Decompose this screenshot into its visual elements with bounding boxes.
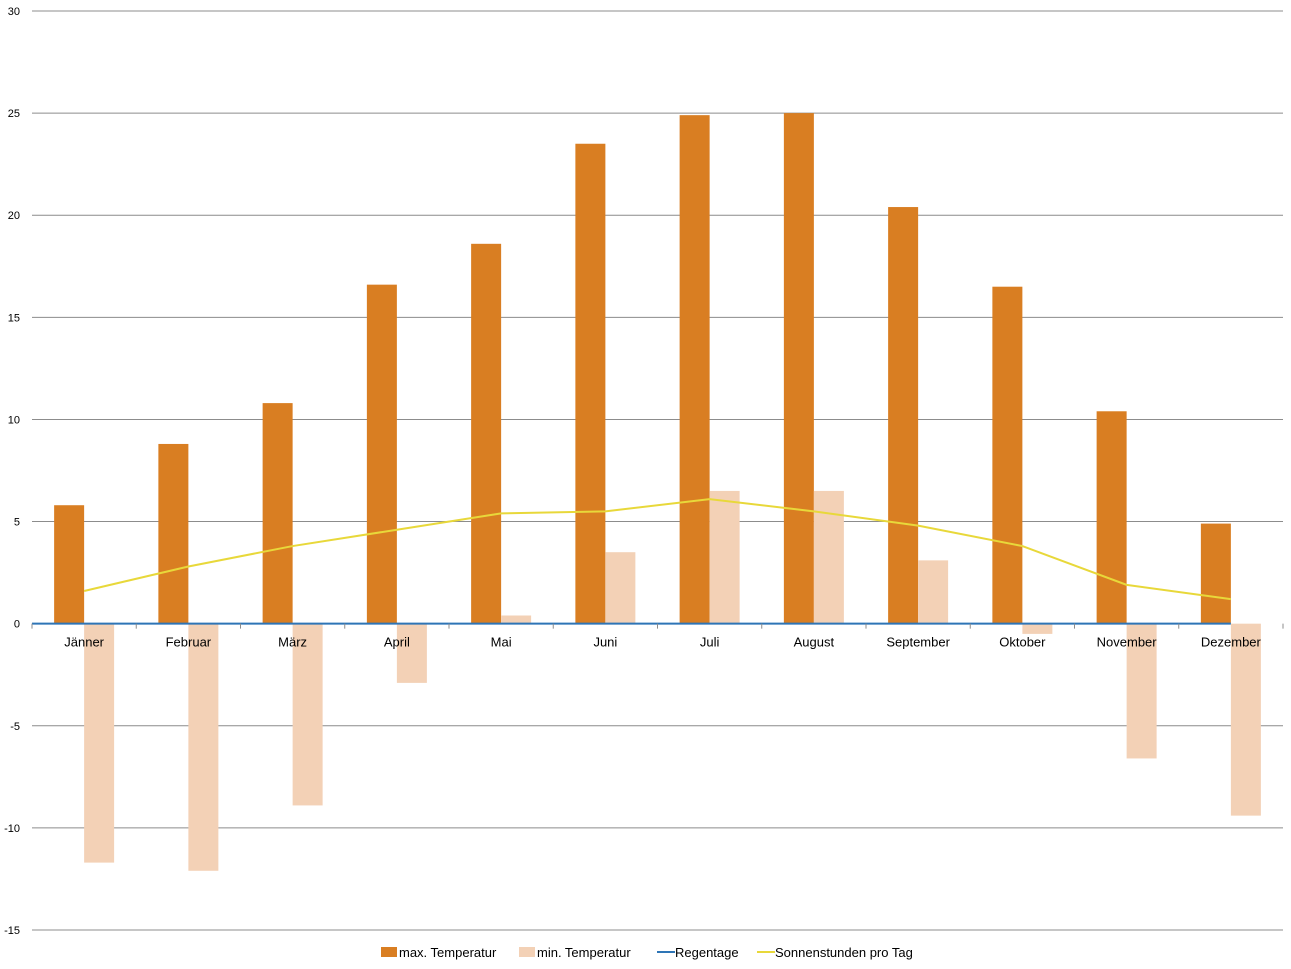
x-tick-label: März bbox=[278, 635, 307, 650]
bar-max-temperature bbox=[158, 443, 189, 624]
legend-label: min. Temperatur bbox=[537, 945, 631, 960]
x-tick-label: Dezember bbox=[1201, 635, 1262, 650]
y-tick-label: 30 bbox=[8, 6, 20, 18]
bar-min-temperature bbox=[396, 623, 427, 683]
bar-min-temperature bbox=[84, 623, 115, 863]
bar-max-temperature bbox=[366, 284, 397, 624]
y-tick-label: -15 bbox=[4, 925, 20, 937]
legend-item: Sonnenstunden pro Tag bbox=[757, 945, 913, 960]
legend-label: max. Temperatur bbox=[399, 945, 497, 960]
line-sonnenstunden bbox=[83, 498, 1232, 601]
x-tick-label: November bbox=[1097, 635, 1158, 650]
bar-max-temperature bbox=[679, 115, 710, 624]
bar-max-temperature bbox=[471, 243, 502, 624]
legend-item: min. Temperatur bbox=[519, 945, 631, 960]
y-tick-label: 0 bbox=[14, 619, 20, 631]
x-tick-label: Mai bbox=[491, 635, 512, 650]
bar-min-temperature bbox=[292, 623, 323, 806]
y-tick-label: 5 bbox=[14, 517, 20, 529]
x-tick-label: Juni bbox=[593, 635, 617, 650]
y-tick-label: 25 bbox=[8, 108, 20, 120]
bar-min-temperature bbox=[1230, 623, 1261, 816]
x-tick-label: April bbox=[384, 635, 410, 650]
legend-label: Regentage bbox=[675, 945, 739, 960]
bar-min-temperature bbox=[501, 615, 532, 624]
bar-max-temperature bbox=[992, 286, 1023, 624]
x-tick-label: Juli bbox=[700, 635, 720, 650]
bars-layer bbox=[54, 113, 1261, 871]
bar-max-temperature bbox=[888, 207, 919, 624]
x-tick-label: September bbox=[886, 635, 950, 650]
bar-max-temperature bbox=[575, 143, 606, 624]
bar-min-temperature bbox=[918, 560, 949, 624]
y-tick-label: -5 bbox=[10, 721, 20, 733]
legend: max. Temperatur min. Temperatur Regentage S… bbox=[381, 945, 913, 960]
bar-min-temperature bbox=[188, 623, 219, 871]
x-tick-label: Jänner bbox=[64, 635, 104, 650]
lines-layer bbox=[32, 498, 1232, 625]
legend-item: Regentage bbox=[657, 945, 739, 960]
x-tick-label: Oktober bbox=[999, 635, 1046, 650]
x-tick-label: Februar bbox=[166, 635, 212, 650]
bar-max-temperature bbox=[54, 505, 85, 624]
y-tick-label: -10 bbox=[4, 823, 20, 835]
legend-swatch bbox=[519, 947, 535, 957]
legend-swatch bbox=[381, 947, 397, 957]
legend-label: Sonnenstunden pro Tag bbox=[775, 945, 913, 960]
bar-min-temperature bbox=[709, 490, 740, 624]
bar-max-temperature bbox=[1096, 411, 1127, 624]
bar-min-temperature bbox=[1126, 623, 1157, 759]
axis-layer: -15 -10 -5 0 5 10 15 20 25 30 Jänner Februar März Apr… bbox=[4, 6, 1284, 937]
y-tick-label: 20 bbox=[8, 210, 20, 222]
bar-min-temperature bbox=[1022, 623, 1053, 634]
y-tick-label: 15 bbox=[8, 312, 20, 324]
grid-layer bbox=[32, 10, 1283, 931]
bar-min-temperature bbox=[813, 490, 844, 624]
legend-item: max. Temperatur bbox=[381, 945, 497, 960]
y-tick-label: 10 bbox=[8, 414, 20, 426]
bar-max-temperature bbox=[262, 403, 293, 624]
bar-max-temperature bbox=[1200, 523, 1231, 624]
bar-min-temperature bbox=[605, 552, 636, 624]
bar-max-temperature bbox=[783, 113, 814, 624]
x-tick-label: August bbox=[794, 635, 835, 650]
